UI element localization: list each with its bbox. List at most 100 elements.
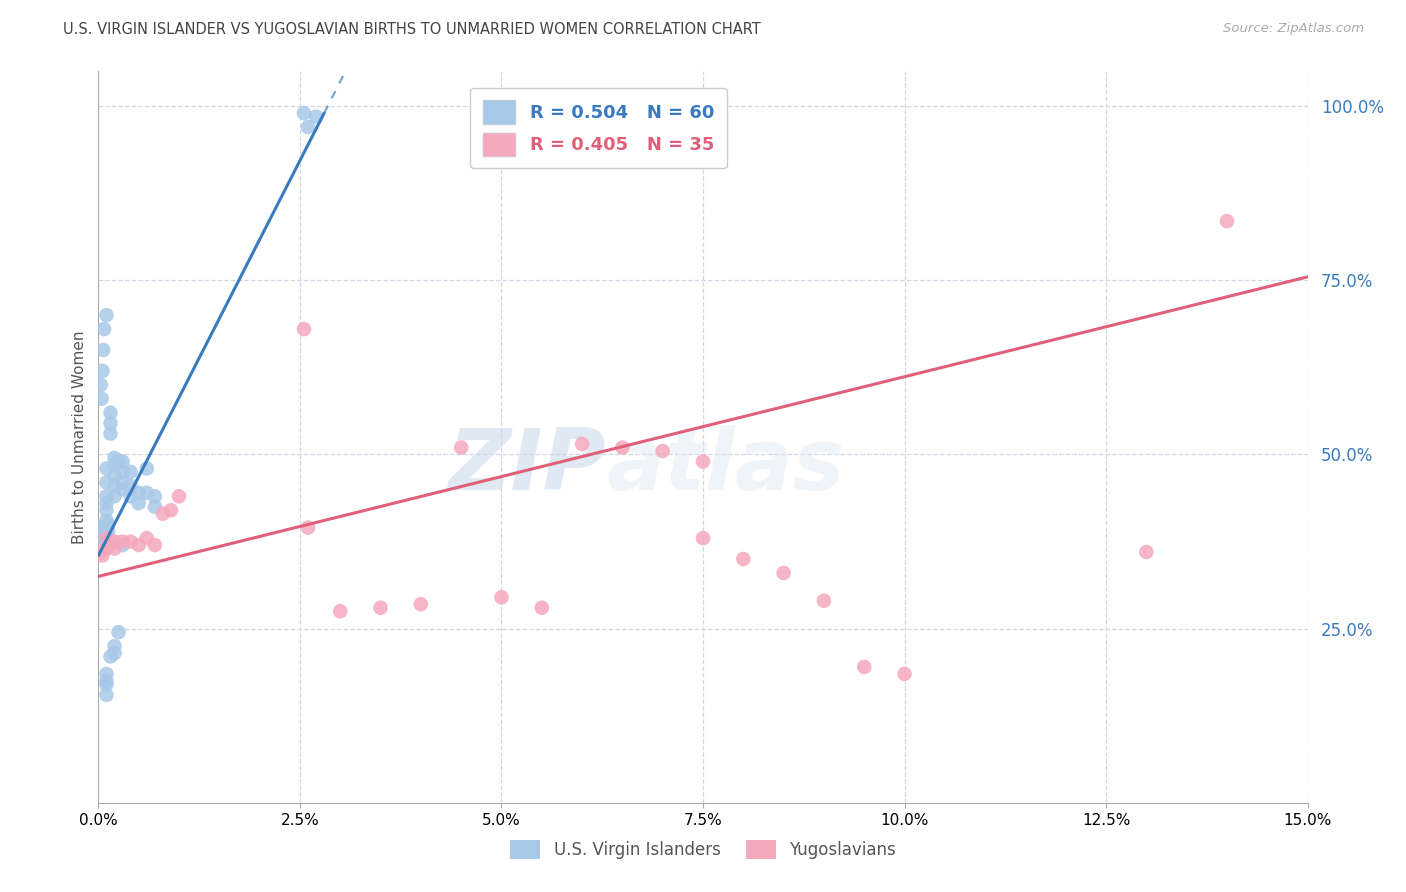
Point (96, 527, 118, 541)
Point (1216, 214, 1239, 228)
Point (120, 465, 142, 479)
Point (90, 392, 112, 406)
Point (96, 461, 118, 475)
Point (103, 646, 125, 660)
Point (96, 489, 118, 503)
Point (135, 461, 157, 475)
Point (128, 496, 150, 510)
Point (297, 120, 319, 134)
Point (111, 534, 134, 549)
Point (103, 450, 125, 465)
Point (120, 489, 142, 503)
Point (94, 527, 117, 541)
Point (111, 454, 134, 468)
Text: ZIP: ZIP (449, 425, 606, 508)
Point (97, 517, 120, 532)
Point (89, 521, 111, 535)
Point (571, 437, 593, 451)
Point (100, 406, 122, 420)
Point (853, 660, 876, 674)
Point (167, 489, 190, 503)
Point (128, 538, 150, 552)
Point (103, 468, 125, 483)
Point (1135, 545, 1157, 559)
Point (91, 364, 114, 378)
Text: U.S. VIRGIN ISLANDER VS YUGOSLAVIAN BIRTHS TO UNMARRIED WOMEN CORRELATION CHART: U.S. VIRGIN ISLANDER VS YUGOSLAVIAN BIRT… (63, 22, 761, 37)
Legend: R = 0.504   N = 60, R = 0.405   N = 35: R = 0.504 N = 60, R = 0.405 N = 35 (470, 87, 727, 169)
Point (97, 524, 120, 538)
Point (91, 527, 114, 541)
Point (90, 524, 112, 538)
Point (651, 444, 673, 458)
Point (107, 454, 129, 468)
Point (103, 639, 125, 653)
Point (100, 534, 122, 549)
Point (297, 521, 319, 535)
Point (96, 531, 118, 545)
Point (103, 458, 125, 472)
Point (96, 541, 118, 556)
Point (143, 538, 166, 552)
Point (91, 549, 114, 563)
Point (813, 594, 835, 608)
Point (893, 667, 915, 681)
Point (152, 507, 174, 521)
Y-axis label: Births to Unmarried Women: Births to Unmarried Women (72, 330, 87, 544)
Point (96, 688, 118, 702)
Point (100, 426, 122, 441)
Point (450, 441, 472, 455)
Point (111, 483, 134, 497)
Point (111, 465, 134, 479)
Point (96, 673, 118, 688)
Point (329, 604, 352, 618)
Point (100, 416, 122, 430)
Point (96, 514, 118, 528)
Point (90, 527, 112, 541)
Point (692, 454, 714, 468)
Point (107, 625, 129, 640)
Point (90, 545, 112, 559)
Point (733, 552, 755, 566)
Point (491, 591, 513, 605)
Legend: U.S. Virgin Islanders, Yugoslavians: U.S. Virgin Islanders, Yugoslavians (503, 833, 903, 866)
Point (135, 485, 157, 500)
Point (292, 106, 315, 120)
Point (612, 441, 634, 455)
Point (120, 534, 142, 549)
Point (90, 377, 112, 392)
Point (305, 110, 328, 124)
Point (96, 677, 118, 691)
Point (96, 308, 118, 322)
Point (143, 500, 166, 514)
Point (103, 541, 125, 556)
Point (91, 343, 114, 357)
Point (93, 521, 115, 535)
Point (96, 667, 118, 681)
Point (103, 534, 125, 549)
Point (692, 531, 714, 545)
Text: Source: ZipAtlas.com: Source: ZipAtlas.com (1223, 22, 1364, 36)
Text: atlas: atlas (606, 425, 845, 508)
Point (111, 475, 134, 490)
Point (160, 503, 183, 517)
Point (128, 485, 150, 500)
Point (96, 541, 118, 556)
Point (96, 503, 118, 517)
Point (772, 566, 794, 580)
Point (91, 521, 114, 535)
Point (96, 534, 118, 549)
Point (103, 479, 125, 493)
Point (530, 600, 553, 615)
Point (409, 597, 432, 611)
Point (111, 538, 134, 552)
Point (370, 600, 392, 615)
Point (292, 322, 315, 336)
Point (96, 475, 118, 490)
Point (103, 489, 125, 503)
Point (135, 531, 157, 545)
Point (120, 479, 142, 493)
Point (91, 531, 114, 545)
Point (143, 489, 166, 503)
Point (96, 496, 118, 510)
Point (100, 649, 122, 664)
